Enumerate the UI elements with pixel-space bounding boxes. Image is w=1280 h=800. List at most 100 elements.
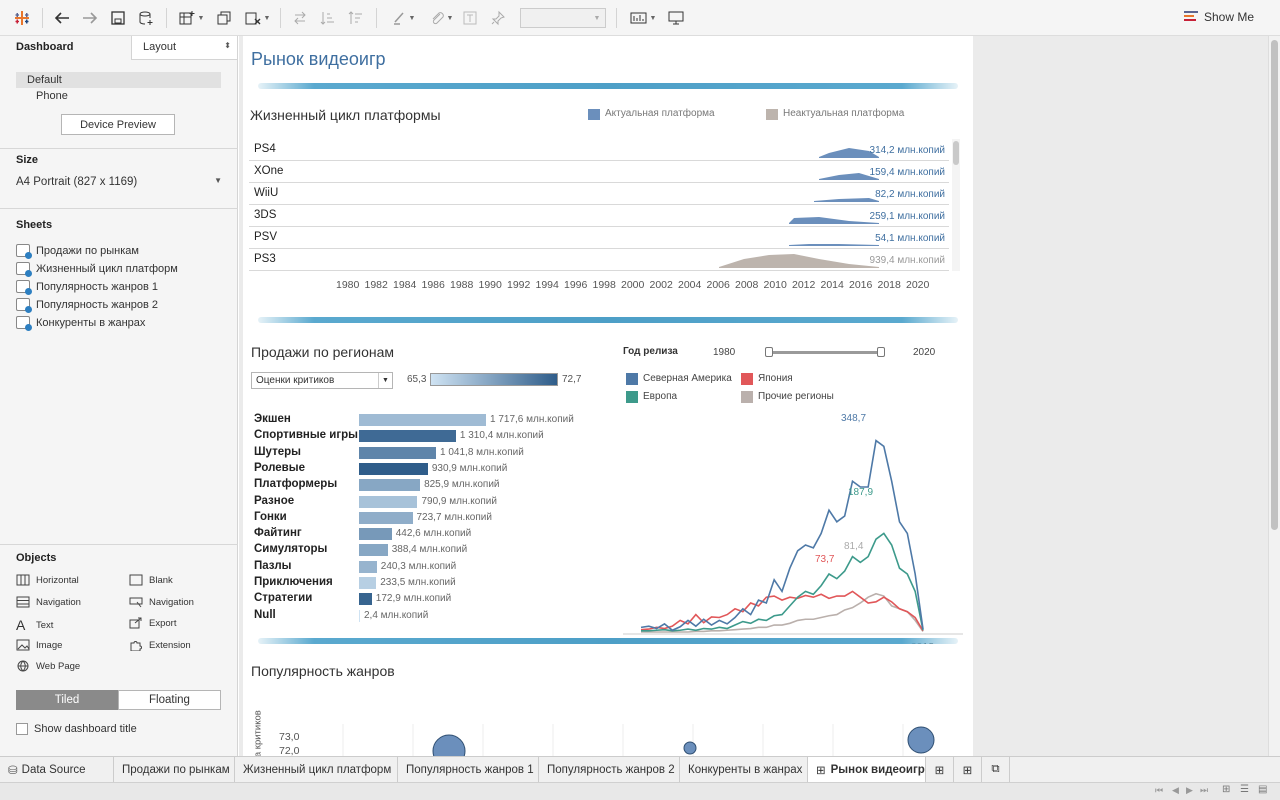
genre-bubble[interactable] [907,726,935,754]
genre-bubble[interactable] [432,734,466,756]
object-horizontal[interactable]: Horizontal [16,574,79,586]
tab-data-source[interactable]: ⛁ Data Source [0,757,114,782]
next-sheet-icon[interactable]: ▶ [1186,785,1193,795]
year-tick: 2006 [706,279,730,291]
worksheet-icon [16,262,32,277]
object-extension[interactable]: Extension [129,639,191,651]
europe-line [641,532,924,632]
sheet-item[interactable]: Популярность жанров 2 [16,298,158,313]
object-label: Export [149,617,177,629]
device-preview-button[interactable]: Device Preview [61,114,175,135]
object-image[interactable]: Image [16,639,62,651]
scroll-thumb[interactable] [1271,40,1278,530]
layout-tab[interactable]: Layout ⬍ [131,36,238,60]
year-tick: 1984 [393,279,417,291]
genre-bar[interactable] [359,577,377,589]
genre-bar[interactable] [359,495,418,508]
tab-dashboard-active[interactable]: ⊞ Рынок видеоигр [808,757,926,782]
sheet-label: Жизненный цикл платформ [36,262,178,275]
genre-bar[interactable] [359,544,388,557]
genre-bar[interactable] [359,446,437,459]
last-sheet-icon[interactable]: ⏭ [1200,785,1209,795]
object-blank[interactable]: Blank [129,574,173,586]
tab-sheet[interactable]: Продажи по рынкам [114,757,235,782]
size-dropdown[interactable]: A4 Portrait (827 x 1169) ▼ [16,174,222,192]
tiled-button[interactable]: Tiled [16,690,118,710]
worksheet-icon [16,298,32,313]
clear-sheet-icon[interactable]: ▼ [240,6,274,30]
platform-name: PS3 [254,253,276,265]
tab-sheet[interactable]: Популярность жанров 2 [539,757,680,782]
year-tick: 2004 [678,279,702,291]
year-tick: 1996 [564,279,588,291]
release-year-label: Год релиза [623,346,678,357]
object-text[interactable]: A Text [16,617,53,633]
year-tick: 1994 [535,279,559,291]
sheet-item[interactable]: Продажи по рынкам [16,244,139,259]
object-export[interactable]: Export [129,617,176,629]
genre-value: 172,9 млн.копий [375,593,452,605]
tab-sheet[interactable]: Жизненный цикл платформ [235,757,398,782]
show-cards-icon[interactable]: ▼ [626,6,660,30]
object-label: Extension [149,639,191,651]
genre-bubble[interactable] [683,741,697,755]
filmstrip-view-icon[interactable]: ▤ [1258,784,1268,795]
lifecycle-title: Жизненный цикл платформы [250,107,441,123]
genre-bar[interactable] [359,430,456,443]
show-me-button[interactable]: Show Me [1183,10,1254,24]
genre-bar[interactable] [359,511,413,524]
tableau-logo-icon[interactable] [10,6,34,30]
new-worksheet-icon[interactable]: ▼ [174,6,208,30]
object-label: Navigation [149,596,194,608]
tab-sheet[interactable]: Конкуренты в жанрах [680,757,808,782]
object-navigation[interactable]: Navigation [129,596,194,608]
popularity-y-tick: 73,0 [279,731,300,743]
genre-bar[interactable] [359,593,372,606]
redo-icon[interactable] [78,6,102,30]
device-default[interactable]: Default [16,72,221,88]
genre-bar[interactable] [359,414,486,426]
genre-bar[interactable] [359,462,428,475]
slider-handle-end[interactable] [877,347,885,357]
save-icon[interactable] [106,6,130,30]
release-year-slider[interactable] [765,347,885,357]
genre-bar[interactable] [359,479,421,492]
new-data-source-icon[interactable] [134,6,158,30]
device-phone[interactable]: Phone [16,88,221,104]
genre-bar[interactable] [359,528,392,541]
globe-icon [17,660,29,672]
slider-handle-start[interactable] [765,347,773,357]
genre-bar[interactable] [359,609,360,622]
floating-button[interactable]: Floating [118,690,221,710]
dashboard-tab[interactable]: Dashboard [0,36,131,60]
list-view-icon[interactable]: ☰ [1240,784,1249,795]
tab-sheet[interactable]: Популярность жанров 1 [398,757,539,782]
worksheet-icon [16,280,32,295]
critics-dropdown[interactable]: Оценки критиков ▼ [251,372,393,389]
presentation-mode-icon[interactable] [664,6,688,30]
new-worksheet-tab-icon[interactable]: ⊞ [926,757,954,782]
divider [258,638,958,644]
object-web-page[interactable]: Web Page [16,660,80,672]
sheet-item[interactable]: Популярность жанров 1 [16,280,158,295]
tab-label: Популярность жанров 2 [547,763,675,776]
platform-area-mark [789,217,879,224]
first-sheet-icon[interactable]: ⏮ [1155,785,1164,795]
duplicate-icon[interactable] [212,6,236,30]
new-story-tab-icon[interactable]: ⧉ [982,757,1010,782]
prev-sheet-icon[interactable]: ◀ [1172,785,1179,795]
tab-label: Жизненный цикл платформ [243,763,392,776]
dashboard-pane: Dashboard Layout ⬍ Default Phone Device … [0,36,238,756]
lifecycle-scrollbar[interactable] [952,139,960,271]
undo-icon[interactable] [50,6,74,30]
sheet-item[interactable]: Конкуренты в жанрах [16,316,146,331]
genre-bar[interactable] [359,560,377,573]
platform-value: 314,2 млн.копий [869,145,945,156]
vertical-scrollbar[interactable] [1268,36,1280,756]
grid-view-icon[interactable]: ⊞ [1222,784,1231,795]
sheet-item[interactable]: Жизненный цикл платформ [16,262,178,277]
sheet-label: Конкуренты в жанрах [36,316,146,329]
object-vertical[interactable]: Navigation [16,596,81,608]
new-dashboard-tab-icon[interactable]: ⊞ [954,757,982,782]
show-title-checkbox[interactable]: Show dashboard title [16,723,137,735]
